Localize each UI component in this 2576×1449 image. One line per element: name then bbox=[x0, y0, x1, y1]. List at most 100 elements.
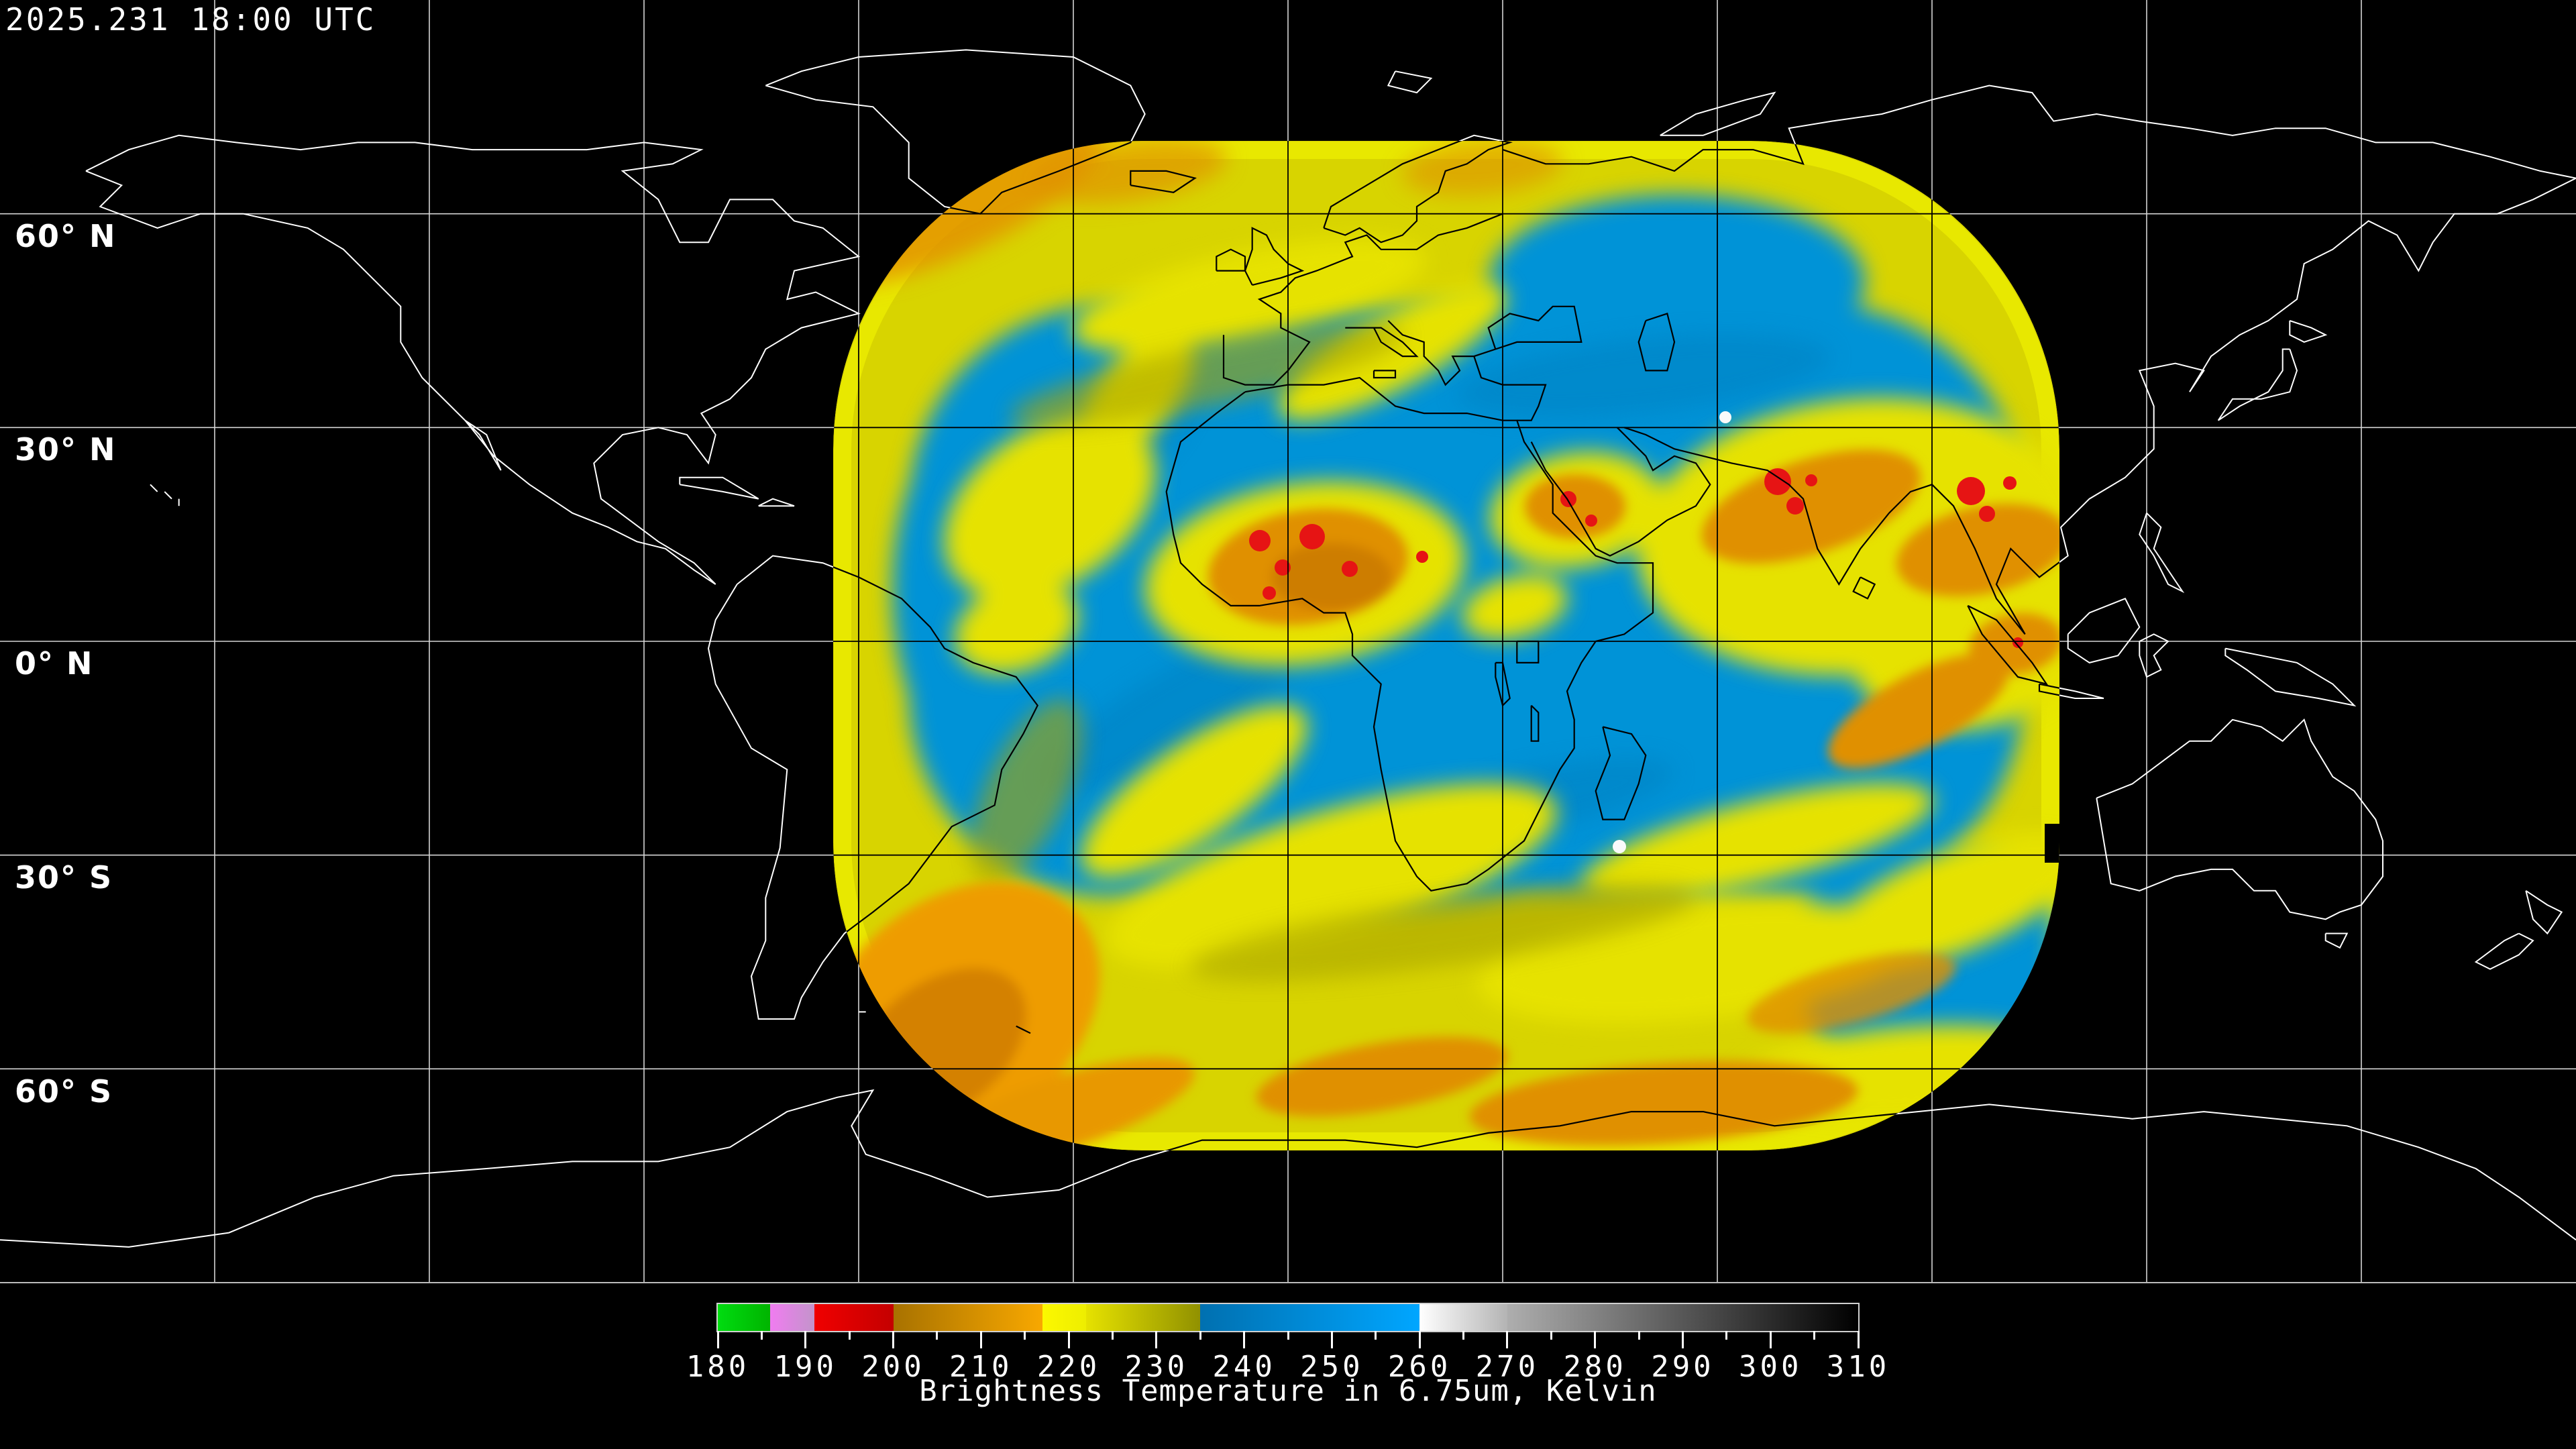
colorbar-minor-tick bbox=[936, 1331, 938, 1340]
coastline bbox=[2289, 320, 2328, 343]
colorbar-tick-label: 220 bbox=[1036, 1350, 1101, 1384]
coastline bbox=[1323, 134, 1513, 244]
coastlines-outside bbox=[0, 49, 2576, 1248]
colorbar-segment bbox=[1507, 1304, 1858, 1331]
latitude-label: 60° S bbox=[15, 1073, 113, 1110]
colorbar-major-tick bbox=[716, 1331, 719, 1348]
colorbar-minor-tick bbox=[760, 1331, 763, 1340]
coastline bbox=[707, 555, 1038, 1020]
colorbar-minor-tick bbox=[1813, 1331, 1816, 1340]
colorbar-segment bbox=[770, 1304, 814, 1331]
coastline bbox=[2218, 350, 2297, 421]
coastline bbox=[1345, 327, 1419, 358]
coastline bbox=[1595, 726, 1647, 820]
coastline bbox=[2139, 633, 2169, 678]
coastline bbox=[1130, 170, 1197, 193]
colorbar-minor-tick bbox=[1638, 1331, 1640, 1340]
coastline bbox=[1967, 605, 2048, 686]
coastline bbox=[765, 49, 1146, 215]
colorbar-minor-tick bbox=[1375, 1331, 1377, 1340]
colorbar-segment bbox=[1042, 1304, 1087, 1331]
coastline bbox=[1623, 177, 2576, 635]
colorbar-tick-label: 260 bbox=[1387, 1350, 1452, 1384]
colorbar-major-tick bbox=[1243, 1331, 1246, 1348]
coastline bbox=[1502, 85, 2576, 179]
latitude-label: 60° N bbox=[15, 218, 117, 254]
coastline bbox=[2139, 513, 2185, 594]
colorbar-minor-tick bbox=[848, 1331, 851, 1340]
data-gap-notch bbox=[2045, 824, 2059, 863]
coastline bbox=[1638, 313, 1676, 372]
colorbar-tick-label: 210 bbox=[949, 1350, 1013, 1384]
coastline bbox=[2096, 720, 2383, 920]
coastline bbox=[1216, 248, 1246, 272]
colorbar-minor-tick bbox=[1287, 1331, 1289, 1340]
coastline bbox=[164, 491, 172, 500]
coastline bbox=[2324, 932, 2349, 949]
coastline bbox=[85, 134, 861, 585]
timestamp: 2025.231 18:00 UTC bbox=[5, 1, 376, 38]
colorbar-segment bbox=[893, 1304, 1042, 1331]
colorbar-major-tick bbox=[1681, 1331, 1684, 1348]
coastline bbox=[1660, 91, 1776, 136]
coastline bbox=[1487, 305, 1582, 350]
coastline bbox=[679, 476, 759, 500]
coastline bbox=[150, 484, 158, 492]
colorbar-segment bbox=[1200, 1304, 1420, 1331]
coastline bbox=[1473, 356, 1547, 421]
colorbar-tick-label: 190 bbox=[773, 1350, 837, 1384]
coastline bbox=[1165, 376, 1654, 892]
colorbar-tick-label: 270 bbox=[1475, 1350, 1540, 1384]
coastline bbox=[2217, 348, 2298, 421]
colorbar-segment bbox=[718, 1304, 771, 1331]
colorbar-major-tick bbox=[1418, 1331, 1421, 1348]
graticule-outside bbox=[0, 0, 2576, 1283]
coastline bbox=[758, 498, 795, 507]
coastline bbox=[1530, 427, 1711, 557]
colorbar-segment bbox=[1419, 1304, 1507, 1331]
colorbar-tick-label: 300 bbox=[1738, 1350, 1803, 1384]
coastline bbox=[2067, 598, 2141, 663]
latitude-label: 30° N bbox=[15, 431, 117, 468]
colorbar-major-tick bbox=[892, 1331, 895, 1348]
coastline bbox=[1530, 704, 1540, 742]
coastline bbox=[1516, 641, 1540, 663]
colorbar-major-tick bbox=[1594, 1331, 1597, 1348]
latitude-label: 0° N bbox=[15, 645, 94, 682]
coastline bbox=[2225, 649, 2354, 706]
white-cloud-spot bbox=[1719, 411, 1731, 423]
colorbar-minor-tick bbox=[1199, 1331, 1201, 1340]
colorbar-tick-label: 310 bbox=[1826, 1350, 1890, 1384]
coastline bbox=[2039, 683, 2104, 699]
colorbar-segment bbox=[1086, 1304, 1201, 1331]
colorbar-major-tick bbox=[1506, 1331, 1509, 1348]
coastline bbox=[1387, 70, 1433, 94]
colorbar-minor-tick bbox=[1550, 1331, 1552, 1340]
coastline bbox=[680, 478, 758, 499]
coastline bbox=[2224, 647, 2357, 707]
colorbar-tick-label: 180 bbox=[686, 1350, 750, 1384]
colorbar-major-tick bbox=[979, 1331, 982, 1348]
colorbar-minor-tick bbox=[1024, 1331, 1026, 1340]
colorbar-tick-label: 250 bbox=[1300, 1350, 1364, 1384]
colorbar-major-tick bbox=[1330, 1331, 1333, 1348]
coastline bbox=[2476, 934, 2533, 969]
coastline bbox=[1852, 576, 1876, 600]
coastline bbox=[833, 141, 861, 585]
colorbar-minor-tick bbox=[1462, 1331, 1465, 1340]
coastline bbox=[1387, 320, 1496, 386]
coastline bbox=[2139, 513, 2182, 592]
colorbar-tick-label: 290 bbox=[1651, 1350, 1715, 1384]
latitude-label: 30° S bbox=[15, 859, 113, 896]
coastline bbox=[1373, 370, 1396, 378]
colorbar-segment bbox=[814, 1304, 894, 1331]
colorbar bbox=[716, 1303, 1860, 1332]
colorbar-title: Brightness Temperature in 6.75um, Kelvin bbox=[919, 1374, 1657, 1408]
colorbar-major-tick bbox=[1769, 1331, 1772, 1348]
coastline bbox=[1495, 661, 1511, 707]
coastline bbox=[2474, 932, 2534, 970]
colorbar-tick-label: 240 bbox=[1212, 1350, 1276, 1384]
coastline bbox=[1016, 1025, 1031, 1034]
coastline bbox=[0, 1089, 2576, 1248]
